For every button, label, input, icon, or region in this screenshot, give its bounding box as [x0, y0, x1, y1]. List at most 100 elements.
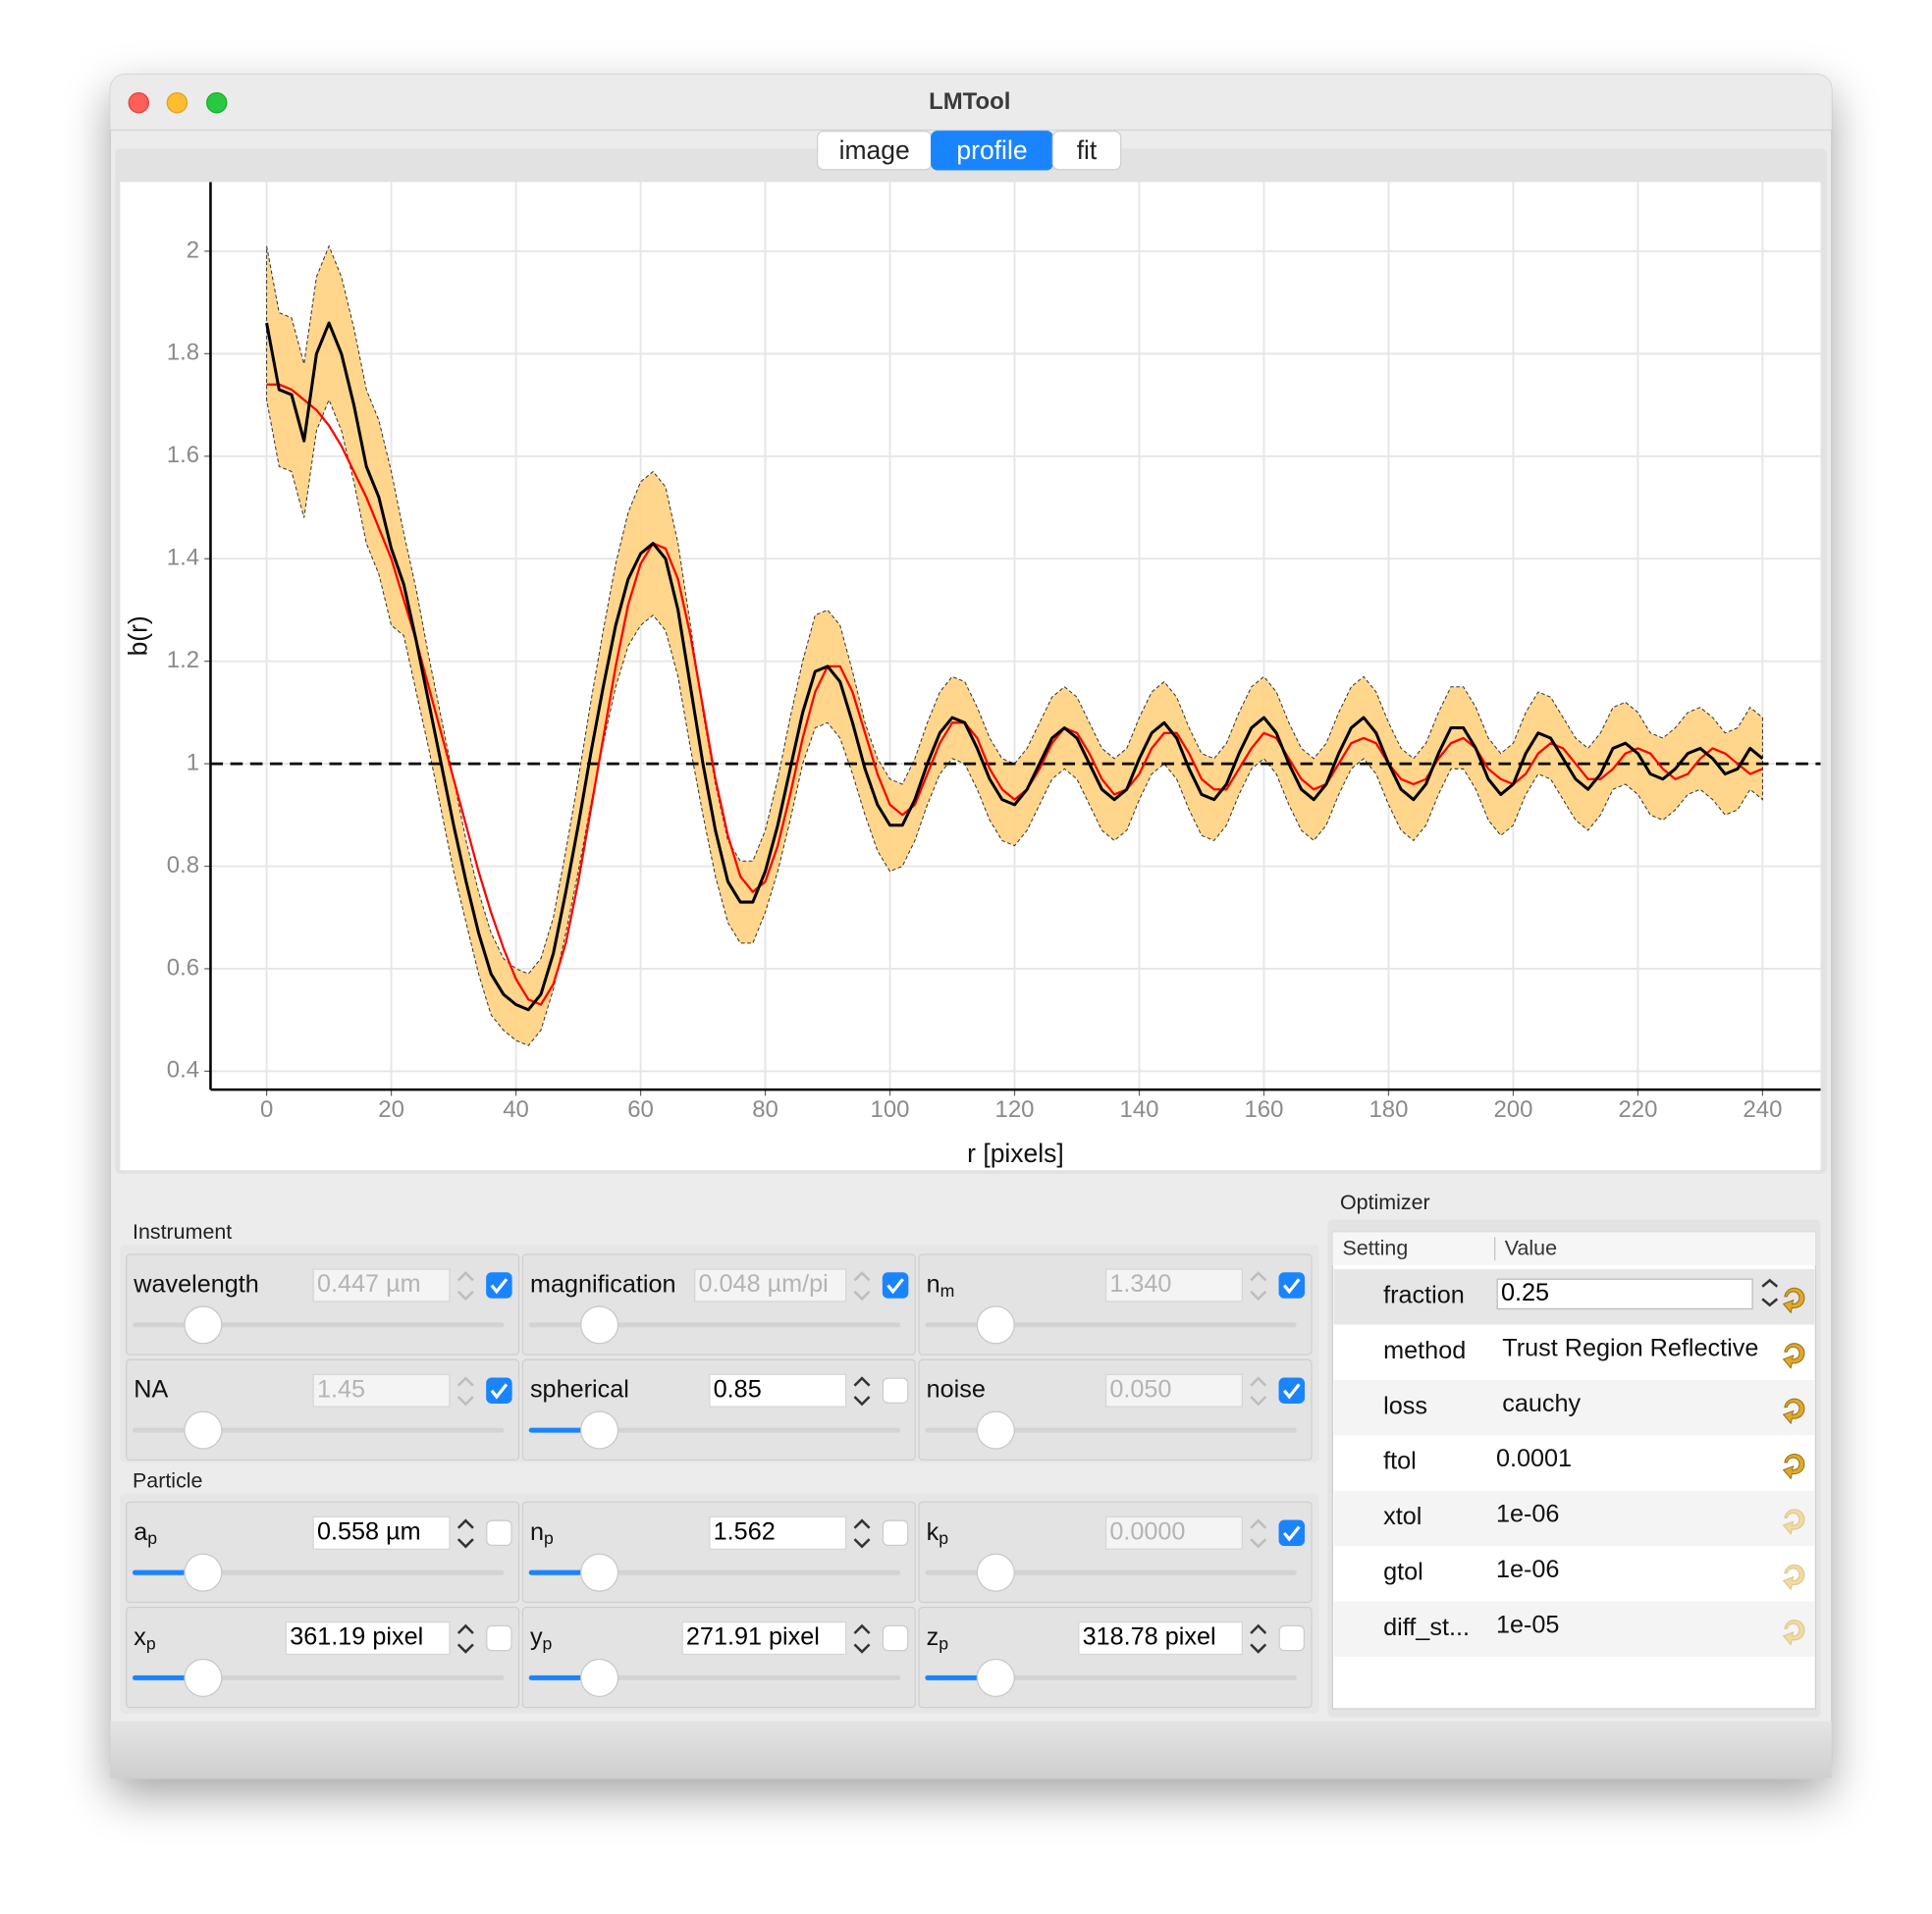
value-field[interactable]	[1104, 1515, 1243, 1550]
x-axis-label: r [pixels]	[967, 1139, 1064, 1168]
value-field[interactable]	[709, 1373, 847, 1408]
slider-knob[interactable]	[184, 1658, 223, 1697]
value-field[interactable]	[1104, 1268, 1243, 1303]
group-title: Optimizer	[1340, 1191, 1430, 1214]
minimize-button[interactable]	[166, 92, 188, 114]
close-button[interactable]	[128, 92, 150, 114]
value-field[interactable]	[694, 1268, 847, 1303]
setting-name: fraction	[1383, 1282, 1465, 1309]
value-field[interactable]	[312, 1268, 451, 1303]
x-tick-label: 40	[503, 1096, 529, 1123]
fixed-checkbox[interactable]	[882, 1377, 909, 1404]
parameter-cell: noise 0.050	[918, 1358, 1313, 1462]
row-background	[1333, 1379, 1815, 1436]
parameter-label: magnification	[530, 1270, 676, 1298]
fixed-checkbox[interactable]	[882, 1519, 909, 1547]
parameter-cell: NA 1.45	[126, 1358, 520, 1462]
fixed-checkbox[interactable]	[486, 1519, 512, 1547]
setting-name: method	[1383, 1337, 1466, 1364]
slider-knob[interactable]	[580, 1553, 619, 1592]
slider-knob[interactable]	[976, 1658, 1015, 1697]
slider-knob[interactable]	[580, 1410, 619, 1450]
x-tick-label: 140	[1120, 1096, 1159, 1123]
reset-icon[interactable]	[1782, 1287, 1805, 1314]
spin-buttons[interactable]	[1250, 1518, 1267, 1549]
optimizer-row: loss cauchy	[1333, 1379, 1815, 1436]
value-field[interactable]	[285, 1622, 451, 1656]
spin-buttons[interactable]	[456, 1271, 474, 1302]
spin-buttons[interactable]	[1250, 1376, 1267, 1407]
optimizer-row: xtol 1e-06	[1333, 1490, 1815, 1547]
slider-knob[interactable]	[976, 1305, 1015, 1345]
label-subscript: p	[147, 1528, 157, 1548]
fixed-checkbox[interactable]	[486, 1624, 512, 1652]
value-field[interactable]	[1104, 1373, 1243, 1408]
y-tick-label: 0.8	[167, 852, 199, 878]
value-text: 0.558 µm	[317, 1517, 421, 1545]
parameter-label: noise	[927, 1375, 986, 1403]
parameter-cell: np 1.562	[521, 1501, 916, 1604]
slider-track	[925, 1675, 1297, 1680]
slider-knob[interactable]	[184, 1553, 223, 1592]
reset-icon[interactable]	[1782, 1454, 1805, 1480]
value-field[interactable]	[1078, 1622, 1243, 1656]
fixed-checkbox[interactable]	[486, 1272, 512, 1299]
parameter-cell: nm 1.340	[918, 1253, 1313, 1356]
value-text: 271.91 pixel	[686, 1623, 820, 1651]
x-tick-label: 120	[995, 1096, 1035, 1123]
spin-buttons[interactable]	[456, 1623, 474, 1654]
slider-knob[interactable]	[976, 1553, 1015, 1592]
setting-value: 0.25	[1501, 1279, 1549, 1306]
slider-knob[interactable]	[184, 1305, 223, 1345]
column-header: Setting	[1343, 1237, 1409, 1260]
value-editor[interactable]	[1496, 1278, 1753, 1310]
check-mark	[1282, 1525, 1301, 1542]
row-background	[1333, 1324, 1815, 1380]
spin-buttons[interactable]	[853, 1518, 871, 1549]
reset-icon[interactable]	[1782, 1620, 1805, 1646]
value-field[interactable]	[312, 1515, 451, 1550]
fixed-checkbox[interactable]	[1278, 1519, 1306, 1547]
spin-buttons[interactable]	[1250, 1623, 1267, 1654]
value-field[interactable]	[681, 1622, 847, 1656]
value-field[interactable]	[312, 1373, 451, 1408]
label-text: n	[927, 1270, 940, 1298]
check-mark	[1282, 1278, 1301, 1295]
fixed-checkbox[interactable]	[1278, 1377, 1306, 1404]
fixed-checkbox[interactable]	[882, 1624, 909, 1652]
setting-name: loss	[1383, 1392, 1427, 1419]
reset-icon[interactable]	[1782, 1564, 1805, 1591]
parameter-cell: yp 271.91 pixel	[521, 1606, 916, 1709]
status-strip	[110, 1721, 1832, 1779]
slider-knob[interactable]	[580, 1658, 619, 1697]
reset-icon[interactable]	[1782, 1509, 1805, 1535]
optimizer-row: ftol 0.0001	[1333, 1435, 1815, 1491]
value-field[interactable]	[709, 1515, 847, 1550]
spin-buttons[interactable]	[456, 1518, 474, 1549]
y-axis-label: b(r)	[124, 615, 153, 656]
fixed-checkbox[interactable]	[486, 1377, 512, 1404]
x-tick-label: 240	[1743, 1096, 1782, 1123]
slider-knob[interactable]	[184, 1410, 223, 1450]
spin-buttons[interactable]	[853, 1271, 871, 1302]
fixed-checkbox[interactable]	[1278, 1624, 1306, 1652]
fixed-checkbox[interactable]	[882, 1272, 909, 1299]
reset-icon[interactable]	[1782, 1398, 1805, 1425]
optimizer-row: method Trust Region Reflective	[1333, 1324, 1815, 1380]
data-line	[265, 321, 1764, 1012]
spin-buttons[interactable]	[853, 1376, 871, 1407]
spin-buttons[interactable]	[1761, 1278, 1779, 1307]
spin-buttons[interactable]	[1250, 1271, 1267, 1302]
reset-icon[interactable]	[1782, 1343, 1805, 1369]
optimizer-header	[1332, 1232, 1816, 1266]
zoom-button[interactable]	[206, 92, 228, 114]
spin-buttons[interactable]	[853, 1623, 871, 1654]
slider-knob[interactable]	[580, 1305, 619, 1345]
slider-knob[interactable]	[976, 1410, 1015, 1450]
row-background	[1333, 1546, 1815, 1602]
y-tick-label: 1.4	[167, 545, 199, 571]
fixed-checkbox[interactable]	[1278, 1272, 1306, 1299]
spin-buttons[interactable]	[456, 1376, 474, 1407]
tab[interactable]	[1051, 131, 1122, 171]
